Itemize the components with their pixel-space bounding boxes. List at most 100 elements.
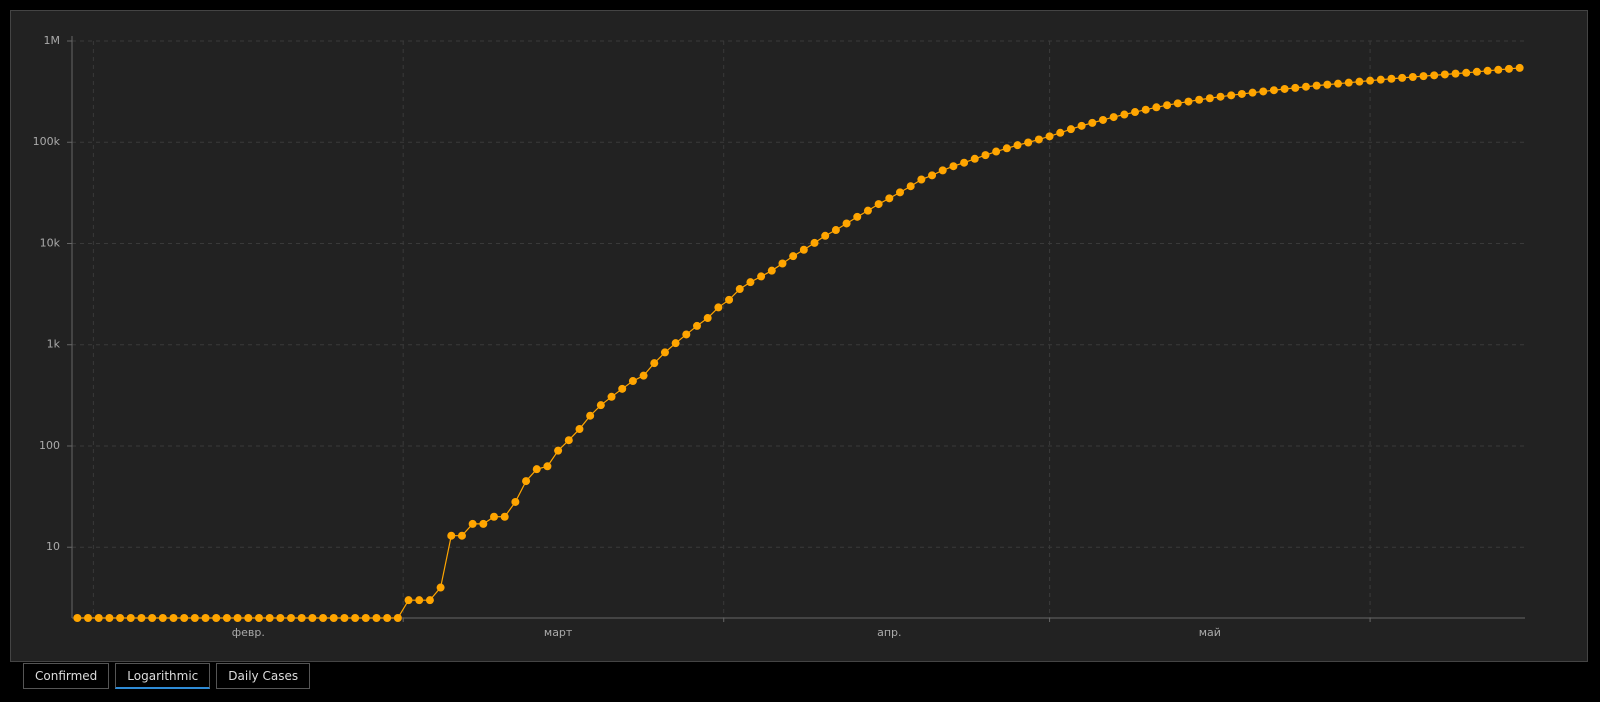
data-point — [1163, 101, 1172, 110]
data-point — [233, 614, 242, 622]
data-point — [725, 295, 734, 304]
data-point — [831, 226, 840, 235]
data-point — [757, 272, 766, 281]
data-point — [1045, 132, 1054, 141]
data-point — [425, 596, 434, 605]
data-point — [1376, 75, 1385, 84]
data-point — [1131, 108, 1140, 117]
data-point — [361, 614, 370, 622]
data-point — [1024, 138, 1033, 147]
data-point — [1237, 89, 1246, 98]
data-point — [1344, 78, 1353, 87]
data-point — [564, 436, 573, 445]
data-point — [863, 206, 872, 215]
data-point — [1280, 84, 1289, 93]
toggle-button[interactable]: Logarithmic — [115, 663, 211, 689]
data-point — [1248, 88, 1257, 97]
y-tick-label: 100k — [33, 135, 61, 148]
data-point — [660, 348, 669, 357]
data-point — [853, 212, 862, 221]
data-point — [500, 512, 509, 521]
data-point — [1173, 99, 1182, 108]
data-point — [1109, 113, 1118, 122]
data-point — [1472, 67, 1481, 76]
data-point — [885, 194, 894, 203]
data-point — [254, 614, 263, 622]
data-point — [970, 154, 979, 163]
data-point — [778, 259, 787, 268]
data-point — [917, 175, 926, 184]
data-point — [522, 477, 531, 486]
data-point — [1301, 82, 1310, 91]
data-point — [746, 278, 755, 287]
data-point — [1440, 70, 1449, 79]
data-point — [126, 614, 135, 622]
data-point — [1216, 92, 1225, 101]
data-point — [1013, 141, 1022, 150]
data-point — [1141, 105, 1150, 114]
data-point — [404, 596, 413, 605]
data-point — [1227, 91, 1236, 100]
data-point — [73, 614, 82, 622]
data-point — [628, 377, 637, 386]
data-point — [735, 285, 744, 294]
data-point — [190, 614, 199, 622]
toggle-button[interactable]: Confirmed — [23, 663, 110, 689]
data-point — [1366, 76, 1375, 85]
data-point — [714, 303, 723, 312]
data-point — [543, 462, 552, 471]
y-tick-label: 10 — [46, 540, 60, 553]
data-point — [1462, 68, 1471, 77]
data-point — [1088, 118, 1097, 127]
data-point — [693, 321, 702, 330]
series-line — [77, 67, 1520, 619]
data-point — [1451, 69, 1460, 78]
data-point — [799, 245, 808, 254]
data-point — [1408, 72, 1417, 81]
data-point — [1398, 73, 1407, 82]
data-point — [586, 411, 595, 420]
data-point — [1120, 110, 1129, 119]
data-point — [308, 614, 317, 622]
data-point — [447, 531, 456, 540]
y-tick-label: 100 — [39, 439, 60, 452]
data-point — [1419, 72, 1428, 81]
data-point — [639, 371, 648, 380]
toggle-button[interactable]: Daily Cases — [216, 663, 311, 689]
y-tick-label: 1k — [47, 338, 61, 351]
data-point — [1483, 66, 1492, 75]
data-point — [1312, 81, 1321, 90]
data-point — [84, 614, 93, 622]
data-point — [94, 614, 103, 622]
data-point — [372, 614, 381, 622]
data-point — [158, 614, 167, 622]
data-point — [960, 158, 969, 167]
data-point — [650, 359, 659, 368]
data-point — [1034, 135, 1043, 144]
data-point — [992, 147, 1001, 156]
data-point — [1515, 63, 1524, 72]
data-point — [383, 614, 392, 622]
data-point — [1077, 121, 1086, 130]
data-point — [1195, 95, 1204, 104]
data-point — [511, 497, 520, 506]
data-point — [874, 200, 883, 209]
data-point — [116, 614, 125, 622]
data-point — [596, 401, 605, 410]
data-point — [415, 596, 424, 605]
data-point — [180, 614, 189, 622]
data-point — [1269, 86, 1278, 95]
data-point — [297, 614, 306, 622]
data-point — [1259, 87, 1268, 96]
chart-panel — [10, 10, 1588, 662]
data-point — [1152, 103, 1161, 112]
data-point — [1066, 125, 1075, 134]
data-point — [287, 614, 296, 622]
data-point — [479, 519, 488, 528]
data-point — [607, 392, 616, 401]
y-tick-label: 1M — [44, 34, 61, 47]
data-point — [938, 166, 947, 175]
data-point — [1098, 115, 1107, 124]
data-point — [468, 519, 477, 528]
x-tick-label: март — [544, 626, 573, 639]
